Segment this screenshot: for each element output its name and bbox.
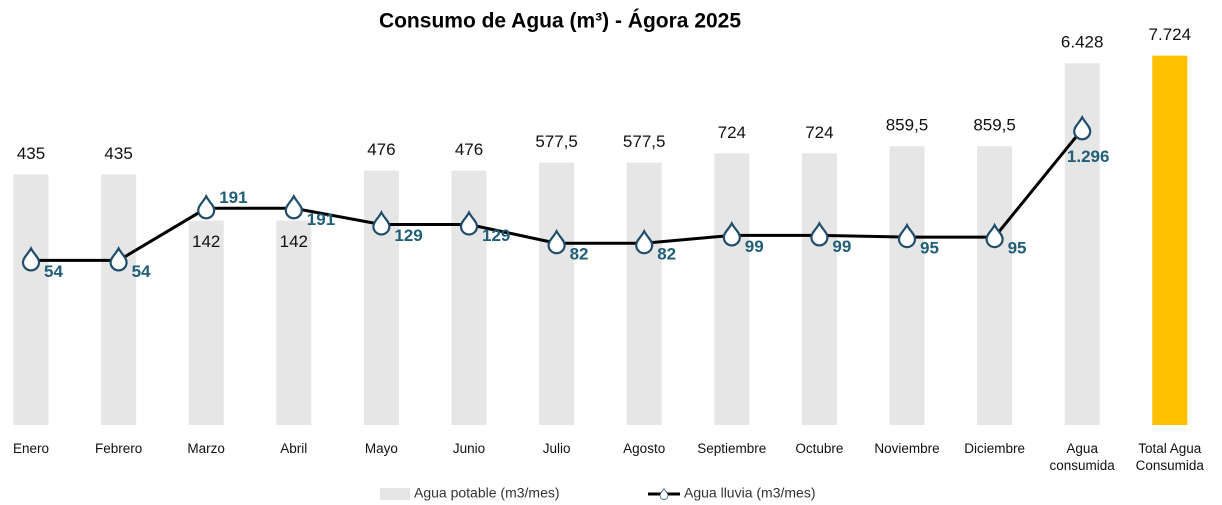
bar (801, 153, 837, 425)
line-value-label: 191 (307, 210, 335, 229)
line-marker (897, 222, 917, 249)
line-value-label: 82 (657, 245, 676, 264)
line-marker (459, 210, 479, 236)
line-marker (547, 228, 566, 255)
bar-value-label: 859,5 (973, 116, 1016, 135)
line-marker (284, 193, 303, 220)
x-tick-label: Agua consumida (1049, 441, 1115, 473)
x-tick-label: Noviembre (874, 441, 940, 456)
bar (451, 170, 487, 425)
x-tick-label: Junio (452, 441, 486, 456)
legend-swatch (659, 487, 669, 500)
line-marker (722, 220, 741, 247)
bar (276, 220, 312, 425)
legend-label: Agua potable (m3/mes) (414, 485, 560, 501)
bar-value-label: 435 (104, 144, 132, 163)
bar-value-label: 476 (367, 140, 395, 159)
x-tick-label: Total Agua Consumida (1135, 441, 1204, 473)
line-marker (109, 245, 128, 272)
line-value-label: 82 (570, 245, 589, 264)
line-value-label: 129 (482, 226, 510, 245)
x-tick-label: Diciembre (964, 441, 1025, 456)
bar (363, 170, 399, 425)
x-tick-label: Enero (12, 441, 50, 456)
x-tick-label: Julio (542, 441, 571, 456)
line-marker (985, 222, 1004, 249)
bar (13, 174, 49, 425)
bar-value-label: 7.724 (1149, 25, 1192, 44)
bar (714, 153, 750, 425)
line-marker (635, 228, 654, 255)
legend-label: Agua lluvia (m3/mes) (684, 485, 816, 501)
bar (188, 220, 224, 425)
x-tick-label: Octubre (795, 441, 844, 456)
bar-value-label: 435 (17, 144, 45, 163)
legend-swatch (380, 488, 410, 500)
bar (101, 174, 137, 425)
bar-value-label: 142 (280, 232, 308, 251)
line-value-label: 99 (745, 237, 764, 256)
bar (889, 146, 925, 425)
line-value-label: 95 (920, 239, 939, 258)
x-tick-label: Marzo (187, 441, 225, 456)
bar-value-label: 476 (455, 140, 483, 159)
bar-value-label: 859,5 (886, 116, 929, 135)
line-value-label: 1.296 (1067, 147, 1110, 166)
x-tick-label: Mayo (364, 441, 398, 456)
x-tick-label: Abril (280, 441, 308, 456)
line-marker (1073, 114, 1092, 141)
x-tick-label: Agosto (623, 441, 666, 456)
bar (977, 146, 1013, 425)
line-marker (372, 210, 391, 236)
bar-value-label: 577,5 (623, 132, 666, 151)
line-value-label: 54 (44, 262, 63, 281)
line-value-label: 95 (1008, 239, 1027, 258)
line-marker (21, 245, 41, 272)
bar-value-label: 577,5 (535, 132, 578, 151)
line-value-label: 191 (219, 188, 247, 207)
bar-value-label: 724 (718, 123, 746, 142)
line-marker (197, 193, 216, 220)
x-tick-label: Septiembre (697, 441, 767, 456)
bar-value-label: 724 (805, 123, 833, 142)
line-value-label: 99 (832, 237, 851, 256)
bar (539, 162, 575, 425)
line-value-label: 129 (394, 226, 422, 245)
bar-value-label: 142 (192, 232, 220, 251)
bar (626, 162, 662, 425)
line-marker (810, 220, 829, 247)
chart-title: Consumo de Agua (m³) - Ágora 2025 (379, 10, 741, 33)
line-value-label: 54 (132, 262, 151, 281)
bar (1152, 55, 1188, 426)
x-tick-label: Febrero (94, 441, 143, 456)
bar-value-label: 6.428 (1061, 33, 1104, 52)
